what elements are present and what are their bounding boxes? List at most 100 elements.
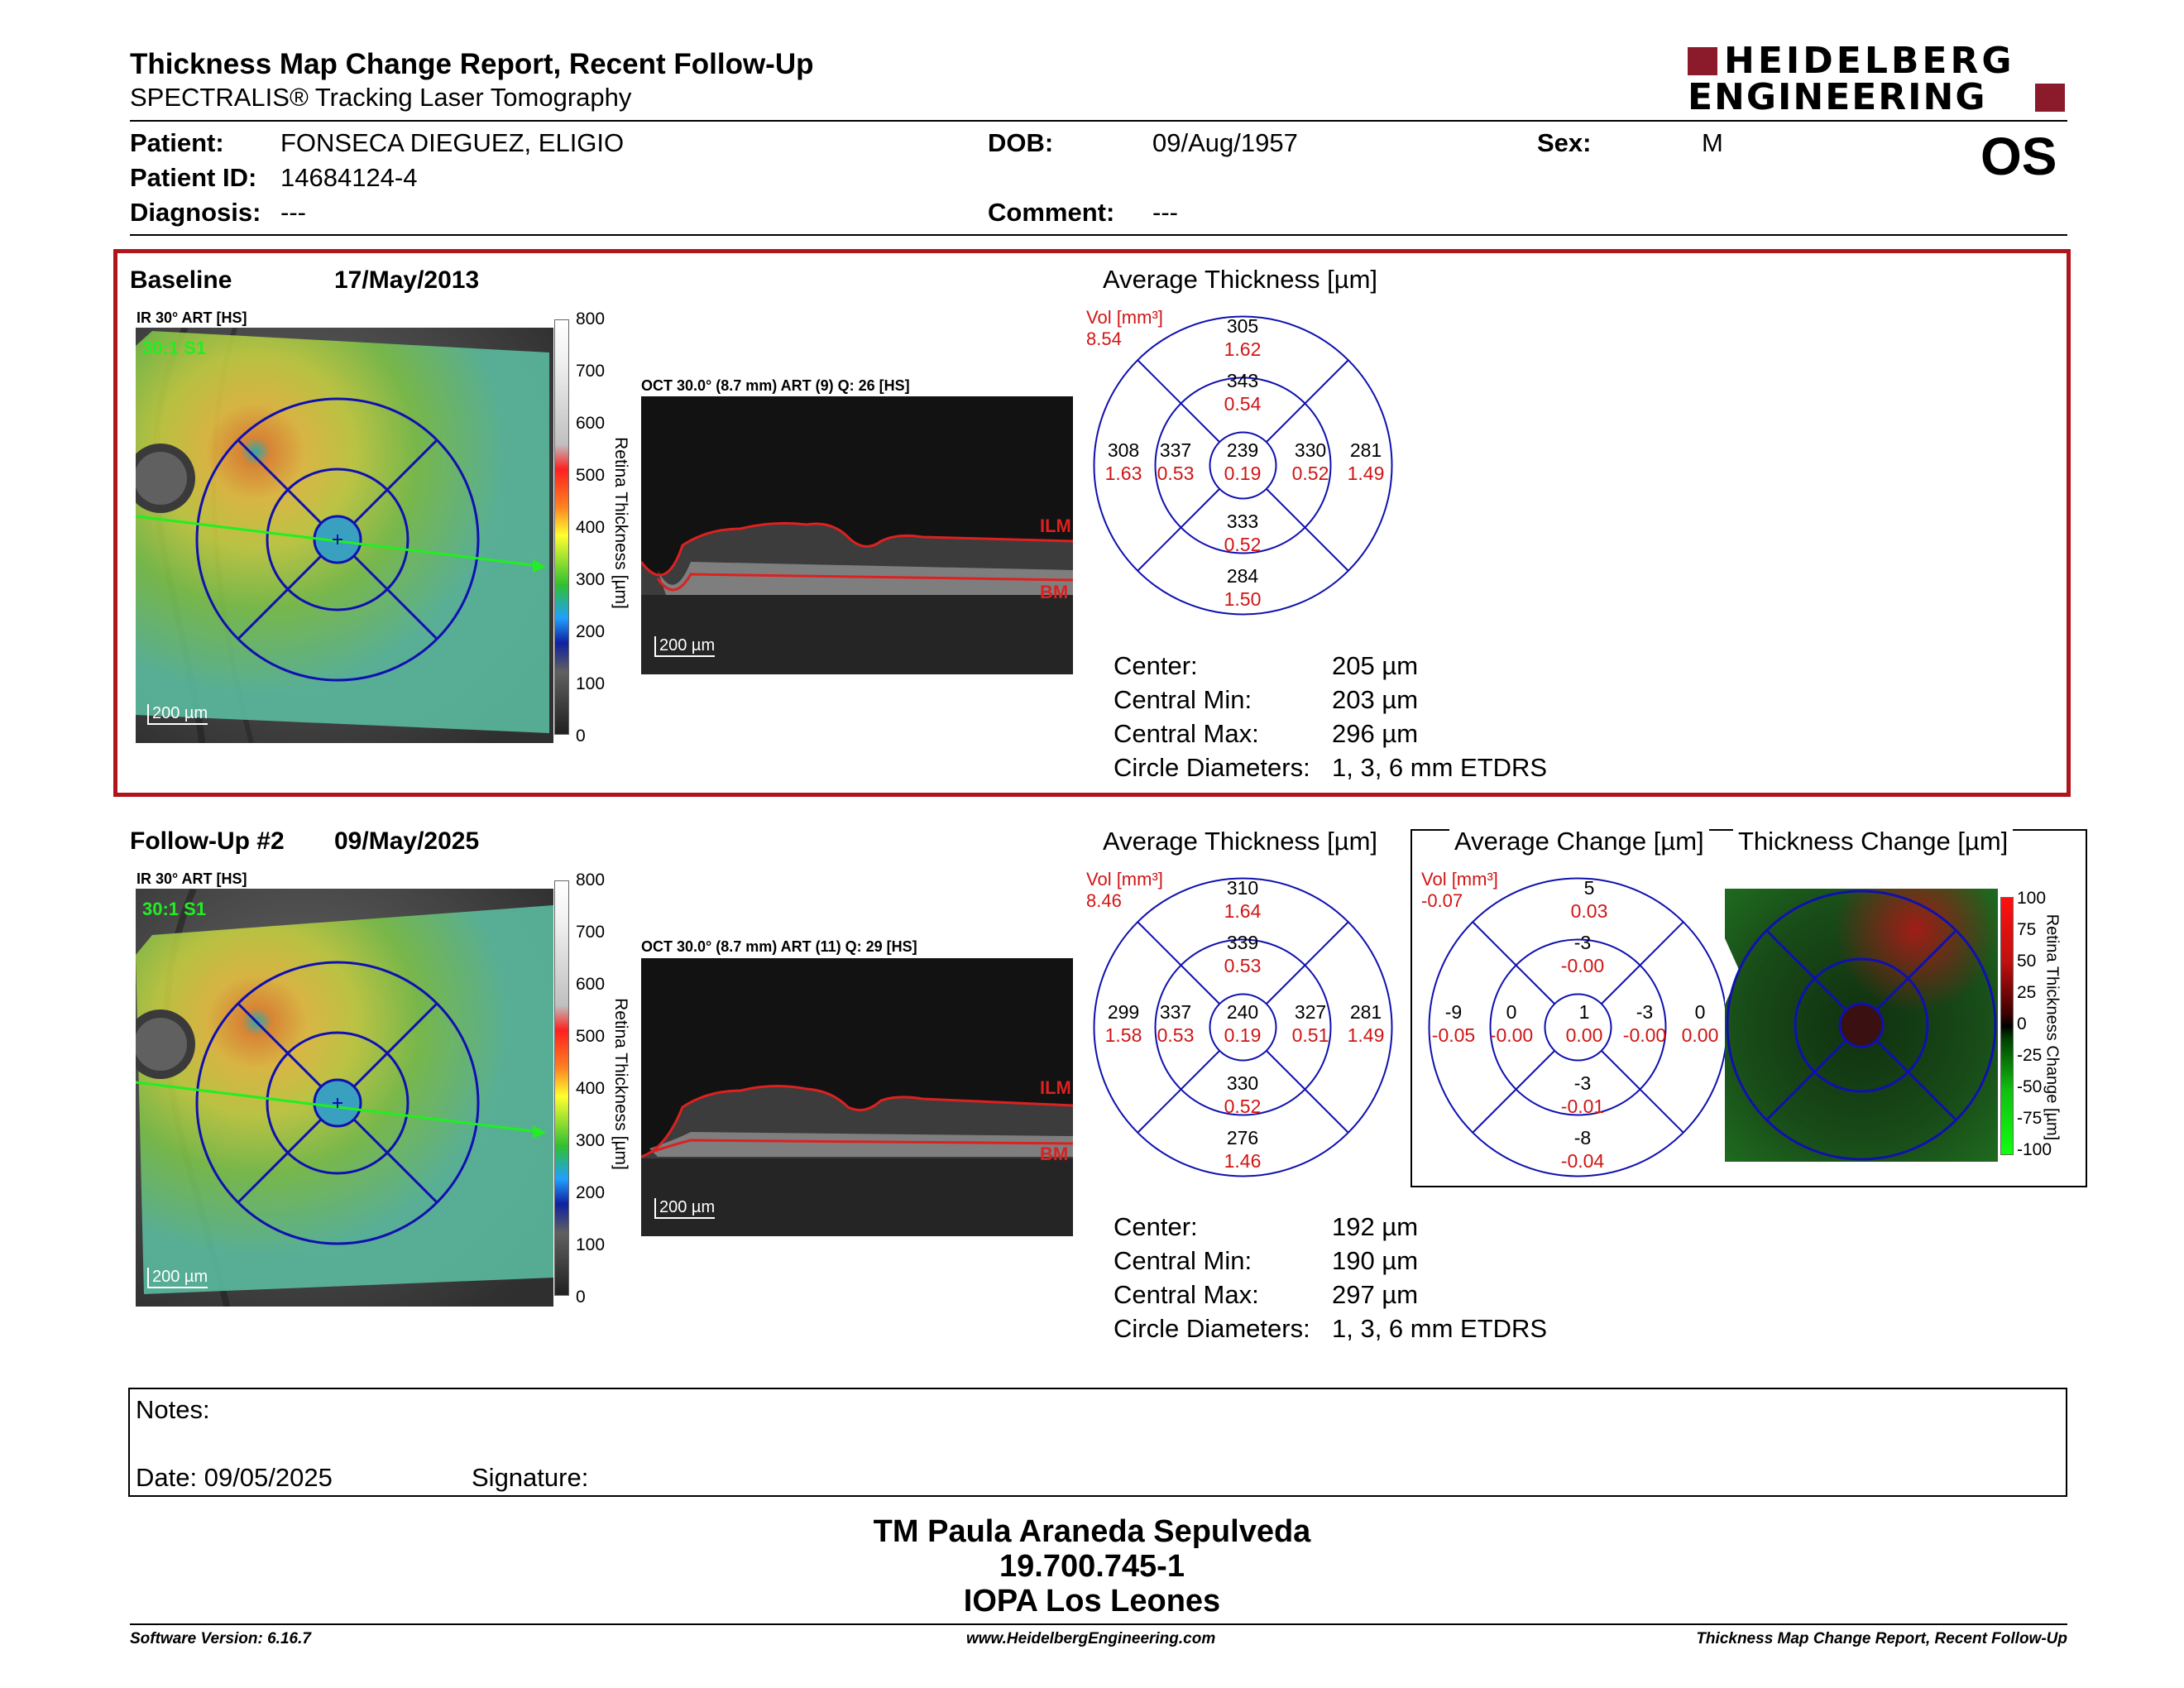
- followup-bm-label: BM: [1040, 1144, 1069, 1164]
- sex-label: Sex:: [1537, 128, 1592, 157]
- tick: 300: [576, 1131, 606, 1150]
- vol-label: Vol [mm³]: [1086, 307, 1163, 328]
- footer-website-link[interactable]: www.HeidelbergEngineering.com: [966, 1630, 1216, 1647]
- baseline-ir-thickness-map: 30:1 S1 200 µm: [136, 328, 553, 743]
- tick: -75: [2017, 1109, 2043, 1128]
- baseline-date: 17/May/2013: [334, 266, 480, 294]
- baseline-thickness-colorbar: [554, 319, 569, 735]
- baseline-stats-labels: Center: Central Min: Central Max: Circle…: [1114, 649, 1310, 784]
- tick: 400: [576, 1079, 606, 1098]
- sector-volume: 0.52: [1224, 534, 1262, 555]
- notes-box[interactable]: [128, 1388, 2067, 1497]
- inner-inferior-sector: -3 -0.01: [1558, 1072, 1607, 1118]
- patient-id-label: Patient ID:: [130, 163, 257, 192]
- followup-ilm-label: ILM: [1040, 1077, 1071, 1098]
- sector-volume: 0.53: [1224, 955, 1262, 976]
- central-max-value: 297 µm: [1332, 1280, 1419, 1309]
- followup-thickness-colorbar: [554, 880, 569, 1296]
- followup-etdrs-grid: 310 1.64 339 0.53 299 1.58 337 0.53 240 0.19 …: [1092, 876, 1394, 1178]
- sector-volume: 0.00: [1565, 1024, 1603, 1046]
- circle-diameters-label: Circle Diameters:: [1114, 1314, 1310, 1343]
- central-min-label: Central Min:: [1114, 1246, 1252, 1275]
- heidelberg-logo: HEIDELBERG ENGINEERING: [1688, 40, 2068, 117]
- sector-thickness: 276: [1226, 1127, 1259, 1149]
- baseline-etdrs-grid: 305 1.62 343 0.54 308 1.63 337 0.53 239 0.19 …: [1092, 314, 1394, 616]
- sector-thickness: 327: [1294, 1001, 1327, 1023]
- sector-thickness: 0: [1694, 1001, 1706, 1023]
- sector-thickness: 330: [1294, 439, 1327, 461]
- sector-thickness: 299: [1107, 1001, 1140, 1023]
- vol-total: 8.46: [1086, 890, 1122, 911]
- sector-volume: 0.53: [1157, 1024, 1195, 1046]
- center-sector: 1 0.00: [1559, 1000, 1609, 1047]
- center-sector: 239 0.19: [1218, 439, 1267, 485]
- inner-superior-sector: -3 -0.00: [1558, 931, 1607, 977]
- followup-ir-overlay: 30:1 S1: [142, 899, 207, 919]
- inner-temporal-sector: 337 0.53: [1151, 1000, 1200, 1047]
- change-colorbar-title: Retina Thickness Change [µm]: [2043, 914, 2062, 1141]
- central-max-label: Central Max:: [1114, 1280, 1259, 1309]
- tick: 700: [576, 362, 606, 381]
- followup-oct-bscan: ILM BM 200 µm: [641, 958, 1073, 1236]
- sector-thickness: -8: [1573, 1127, 1592, 1149]
- sector-thickness: 1: [1578, 1001, 1590, 1023]
- tick: 200: [576, 622, 606, 641]
- vol-label: Vol [mm³]: [1421, 869, 1498, 890]
- baseline-stats-values: 205 µm 203 µm 296 µm 1, 3, 6 mm ETDRS: [1332, 649, 1547, 784]
- dob-label: DOB:: [988, 128, 1054, 157]
- inner-inferior-sector: 330 0.52: [1218, 1072, 1267, 1118]
- sector-thickness: 337: [1159, 439, 1192, 461]
- tick: 600: [576, 414, 606, 433]
- sector-thickness: 333: [1226, 511, 1259, 532]
- vol-label: Vol [mm³]: [1086, 869, 1163, 890]
- outer-nasal-sector: 281 1.49: [1341, 439, 1391, 485]
- sector-thickness: 330: [1226, 1072, 1259, 1094]
- tick: 400: [576, 518, 606, 537]
- outer-inferior-sector: 276 1.46: [1218, 1126, 1267, 1172]
- sector-volume: 0.00: [1681, 1024, 1719, 1046]
- diagnosis-label: Diagnosis:: [130, 198, 261, 227]
- sector-volume: 1.50: [1224, 588, 1262, 610]
- tick: 0: [576, 1288, 586, 1307]
- sector-volume: -0.05: [1431, 1024, 1476, 1046]
- footer-software-version: Software Version: 6.16.7: [130, 1630, 311, 1647]
- sector-thickness: 339: [1226, 932, 1259, 953]
- inner-superior-sector: 339 0.53: [1218, 931, 1267, 977]
- outer-inferior-sector: 284 1.50: [1218, 564, 1267, 611]
- tick: 500: [576, 1027, 606, 1046]
- center-label: Center:: [1114, 651, 1198, 680]
- sector-thickness: 281: [1349, 1001, 1382, 1023]
- central-min-value: 203 µm: [1332, 685, 1419, 714]
- sector-volume: 0.52: [1291, 463, 1329, 484]
- change-colorbar-ticks: 100 75 50 25 0 -25 -50 -75 -100: [2017, 889, 2052, 1170]
- sector-thickness: 343: [1226, 370, 1259, 391]
- baseline-ir-overlay: 30:1 S1: [142, 338, 207, 358]
- tick: 0: [2017, 1014, 2027, 1033]
- logo-line1: HEIDELBERG: [1724, 40, 2015, 82]
- comment-label: Comment:: [988, 198, 1115, 227]
- baseline-label: Baseline: [130, 266, 232, 294]
- sector-thickness: 0: [1506, 1001, 1517, 1023]
- sector-volume: 0.54: [1224, 393, 1262, 415]
- sector-volume: -0.01: [1560, 1096, 1605, 1117]
- central-min-label: Central Min:: [1114, 685, 1252, 714]
- tick: 800: [576, 309, 606, 328]
- tick: 800: [576, 870, 606, 890]
- baseline-colorbar-title: Retina Thickness [µm]: [611, 437, 630, 609]
- dob-value: 09/Aug/1957: [1152, 128, 1298, 157]
- signature-label: Signature:: [472, 1463, 589, 1492]
- central-max-label: Central Max:: [1114, 719, 1259, 748]
- sector-thickness: 310: [1226, 877, 1259, 899]
- sector-volume: 1.46: [1224, 1150, 1262, 1172]
- followup-avg-title: Average Thickness [µm]: [1103, 827, 1378, 856]
- change-map-title: Thickness Change [µm]: [1733, 827, 2014, 856]
- signatory-org: IOPA Los Leones: [963, 1584, 1221, 1618]
- sector-volume: -0.00: [1489, 1024, 1534, 1046]
- tick: 100: [576, 1235, 606, 1254]
- inner-nasal-sector: -3 -0.00: [1620, 1000, 1669, 1047]
- sector-volume: 1.49: [1347, 463, 1385, 484]
- baseline-avg-title: Average Thickness [µm]: [1103, 265, 1378, 294]
- baseline-oct-label: OCT 30.0° (8.7 mm) ART (9) Q: 26 [HS]: [641, 377, 910, 394]
- sector-thickness: 5: [1583, 877, 1595, 899]
- sector-volume: 0.52: [1224, 1096, 1262, 1117]
